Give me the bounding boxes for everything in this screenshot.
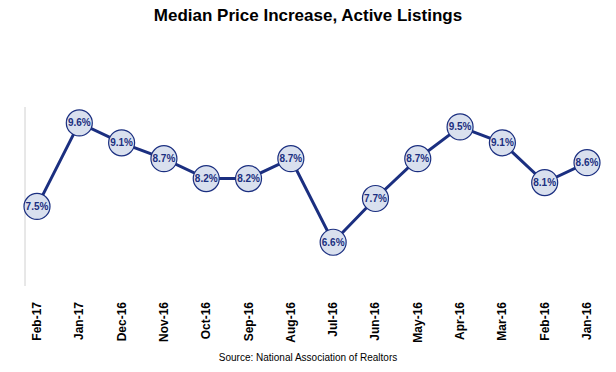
- svg-text:8.7%: 8.7%: [279, 153, 302, 164]
- svg-text:9.1%: 9.1%: [110, 137, 133, 148]
- svg-text:Dec-16: Dec-16: [115, 302, 129, 342]
- svg-text:Oct-16: Oct-16: [199, 302, 213, 340]
- svg-text:Jan-16: Jan-16: [580, 302, 594, 340]
- svg-text:9.1%: 9.1%: [491, 137, 514, 148]
- svg-text:8.1%: 8.1%: [533, 177, 556, 188]
- html-text:Median Price Increase, Active: Median Price Increase, Active Listings: [153, 6, 463, 25]
- svg-text:Nov-16: Nov-16: [157, 302, 171, 342]
- svg-text:8.7%: 8.7%: [406, 153, 429, 164]
- svg-text:9.6%: 9.6%: [68, 117, 91, 128]
- svg-text:Jun-16: Jun-16: [368, 302, 382, 341]
- svg-text:May-16: May-16: [411, 302, 425, 343]
- svg-text:Jul-16: Jul-16: [326, 302, 340, 337]
- svg-text:8.7%: 8.7%: [153, 153, 176, 164]
- svg-text:8.6%: 8.6%: [576, 157, 599, 168]
- svg-text:8.2%: 8.2%: [237, 173, 260, 184]
- svg-text:Feb-17: Feb-17: [30, 302, 44, 341]
- svg-text:Feb-16: Feb-16: [538, 302, 552, 341]
- svg-text:Aug-16: Aug-16: [284, 302, 298, 343]
- svg-text:7.7%: 7.7%: [364, 193, 387, 204]
- svg-text:Apr-16: Apr-16: [453, 302, 467, 340]
- svg-text:7.5%: 7.5%: [26, 201, 49, 212]
- svg-text:8.2%: 8.2%: [195, 173, 218, 184]
- svg-text:Mar-16: Mar-16: [495, 302, 509, 341]
- html-text:Source: National Association o: Source: National Association of Realtors: [218, 352, 398, 363]
- svg-text:9.5%: 9.5%: [449, 121, 472, 132]
- svg-text:Sep-16: Sep-16: [242, 302, 256, 342]
- svg-text:6.6%: 6.6%: [322, 237, 345, 248]
- svg-text:Jan-17: Jan-17: [72, 302, 86, 340]
